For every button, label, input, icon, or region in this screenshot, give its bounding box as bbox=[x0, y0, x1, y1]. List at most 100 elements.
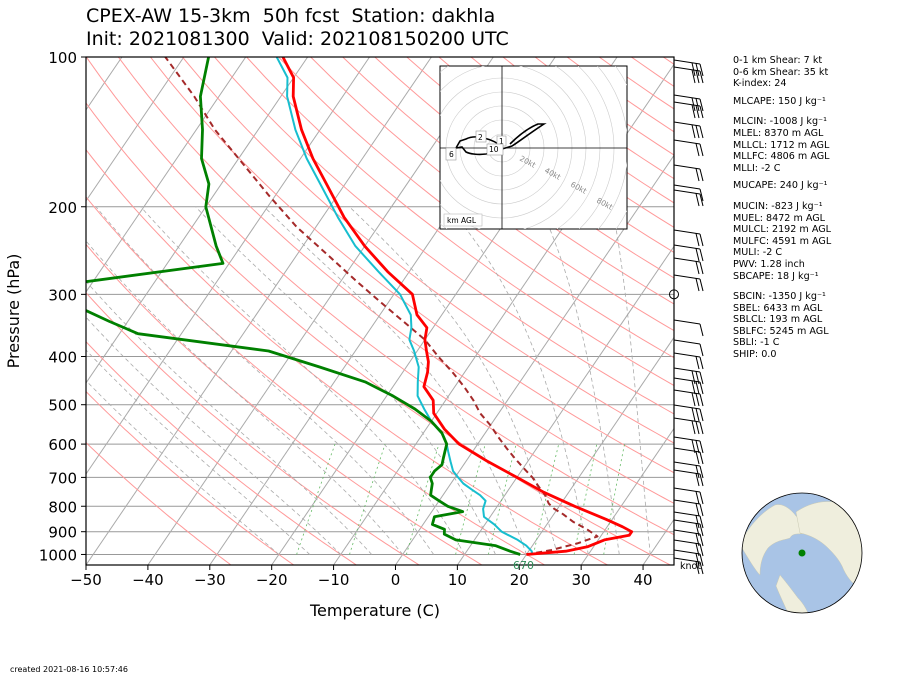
isotherm bbox=[86, 57, 432, 565]
wind-barb bbox=[673, 511, 704, 529]
wind-barb bbox=[673, 257, 704, 275]
wind-barb bbox=[673, 499, 704, 517]
hodo-height-10: 10 bbox=[489, 145, 499, 154]
dry-adiabat bbox=[310, 57, 674, 332]
stat-shear-0-6: 0-6 km Shear: 35 kt bbox=[733, 66, 829, 78]
wind-barb bbox=[673, 121, 704, 139]
y-tick-label: 700 bbox=[48, 469, 77, 487]
x-tick-label: 10 bbox=[448, 571, 467, 589]
x-tick-label: −40 bbox=[132, 571, 164, 589]
wind-barb bbox=[673, 229, 704, 247]
axes: −50 −40 −30 −20 −10 0 10 20 30 40 100 200 300 400 500 6… bbox=[4, 49, 653, 620]
isotherm bbox=[86, 57, 247, 293]
moist-adiabat bbox=[95, 206, 434, 555]
wind-barb bbox=[673, 101, 704, 119]
dry-adiabat bbox=[246, 57, 674, 387]
chart-title: CPEX-AW 15-3km 50h fcst Station: dakhla bbox=[86, 5, 496, 27]
moist-adiabat bbox=[86, 280, 372, 555]
mixing-ratio-line bbox=[296, 443, 336, 555]
stat-sblfc: SBLFC: 5245 m AGL bbox=[733, 325, 829, 337]
moist-adiabat bbox=[349, 206, 558, 555]
stat-mulfc: MULFC: 4591 m AGL bbox=[733, 235, 832, 247]
x-tick-label: −50 bbox=[70, 571, 102, 589]
dry-adiabat bbox=[342, 57, 674, 305]
x-tick-label: −20 bbox=[256, 571, 288, 589]
wind-barb bbox=[673, 352, 704, 370]
x-tick-label: 40 bbox=[634, 571, 653, 589]
stat-ship: SHIP: 0.0 bbox=[733, 349, 777, 361]
wind-barb bbox=[673, 487, 704, 505]
wind-barb bbox=[673, 377, 704, 395]
moist-adiabat bbox=[263, 206, 527, 555]
stat-muel: MUEL: 8472 m AGL bbox=[733, 212, 826, 224]
wind-barb bbox=[673, 184, 704, 202]
isotherm bbox=[456, 245, 674, 565]
stat-shear-0-1: 0-1 km Shear: 7 kt bbox=[733, 55, 823, 66]
moist-adiabat bbox=[539, 206, 620, 555]
mixing-ratio-line bbox=[349, 443, 386, 555]
dry-adiabat bbox=[150, 57, 674, 474]
wind-barb bbox=[673, 66, 704, 84]
x-tick-label: 0 bbox=[391, 571, 401, 589]
moist-adiabat bbox=[86, 240, 403, 555]
wind-barb bbox=[673, 94, 704, 112]
background-lines bbox=[86, 57, 674, 565]
stat-sbel: SBEL: 6433 m AGL bbox=[733, 302, 823, 314]
dry-adiabat bbox=[374, 57, 674, 279]
stat-k-index: K-index: 24 bbox=[733, 78, 787, 90]
y-tick-label: 1000 bbox=[39, 546, 77, 564]
stat-mllfc: MLLFC: 4806 m AGL bbox=[733, 151, 830, 163]
dry-adiabat bbox=[86, 441, 232, 565]
temperature-line bbox=[281, 57, 634, 556]
location-globe bbox=[741, 492, 863, 614]
stat-pwv: PWV: 1.28 inch bbox=[733, 258, 805, 270]
hodo-height-1: 1 bbox=[499, 137, 504, 146]
wind-barb bbox=[673, 339, 704, 357]
stat-sbcin: SBCIN: -1350 J kg⁻¹ bbox=[733, 291, 826, 303]
mixing-ratio-line bbox=[488, 443, 517, 555]
stat-mucin: MUCIN: -823 J kg⁻¹ bbox=[733, 200, 823, 212]
wind-barb bbox=[673, 447, 704, 465]
calm-wind-marker bbox=[669, 289, 679, 300]
moist-adiabat bbox=[86, 380, 280, 555]
moist-adiabat bbox=[611, 206, 651, 555]
wind-barb bbox=[673, 164, 704, 182]
y-axis-label: Pressure (hPa) bbox=[4, 254, 23, 369]
stat-mulcl: MULCL: 2192 m AGL bbox=[733, 224, 832, 236]
y-tick-label: 200 bbox=[48, 199, 77, 217]
mixing-ratio-line bbox=[455, 443, 486, 555]
mixing-ratio-line bbox=[533, 444, 560, 555]
mixing-ratio-line bbox=[406, 443, 440, 555]
dry-adiabat bbox=[86, 102, 671, 565]
hodo-height-2: 2 bbox=[478, 133, 483, 142]
wind-barb bbox=[673, 189, 704, 207]
stat-mlli: MLLI: -2 C bbox=[733, 162, 781, 174]
dry-adiabat bbox=[182, 57, 674, 444]
wind-barb bbox=[673, 557, 704, 575]
dry-adiabat bbox=[86, 291, 420, 565]
dry-adiabat bbox=[86, 57, 674, 536]
station-marker bbox=[798, 549, 806, 557]
wind-barbs bbox=[669, 59, 704, 575]
parcel-line bbox=[164, 57, 599, 556]
moist-adiabat bbox=[86, 349, 311, 555]
dry-adiabat bbox=[214, 57, 674, 415]
dewpoint-line bbox=[86, 57, 521, 556]
mixing-ratio-line bbox=[573, 444, 598, 555]
isotherm bbox=[147, 57, 494, 565]
stat-sbli: SBLI: -1 C bbox=[733, 337, 780, 349]
stat-sblcl: SBLCL: 193 m AGL bbox=[733, 314, 823, 326]
hodograph-inset: 20kt 40kt 60kt 80kt 1 2 6 10 km AGL bbox=[439, 65, 628, 230]
dry-adiabat bbox=[86, 390, 294, 565]
moist-adiabat bbox=[140, 206, 465, 555]
y-tick-label: 600 bbox=[48, 436, 77, 454]
x-tick-label: −10 bbox=[318, 571, 350, 589]
dry-adiabat bbox=[117, 57, 674, 504]
dry-adiabat bbox=[86, 243, 483, 565]
stat-muli: MULI: -2 C bbox=[733, 247, 783, 259]
stat-mlel: MLEL: 8370 m AGL bbox=[733, 127, 824, 139]
wind-barb bbox=[673, 59, 704, 77]
wind-barb bbox=[673, 461, 704, 479]
surface-label: 670 bbox=[513, 559, 534, 572]
